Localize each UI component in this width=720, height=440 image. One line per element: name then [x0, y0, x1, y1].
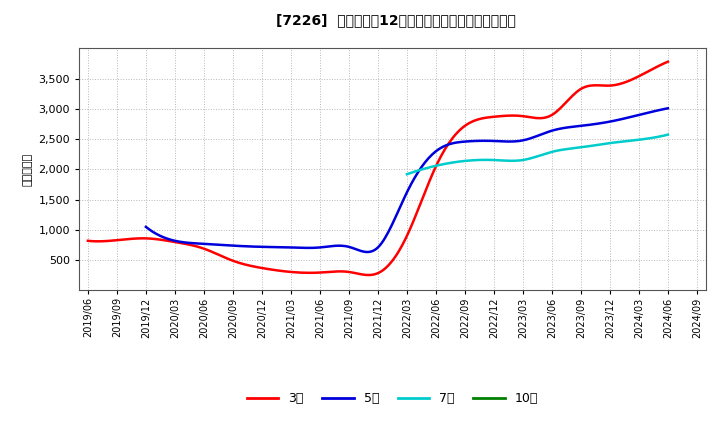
Legend: 3年, 5年, 7年, 10年: 3年, 5年, 7年, 10年 — [242, 387, 543, 410]
Line: 7年: 7年 — [407, 135, 668, 174]
3年 — [431, 165, 439, 171]
7年 — [557, 147, 566, 153]
3年 — [611, 82, 620, 88]
3年 — [575, 88, 583, 93]
3年 — [429, 170, 438, 175]
7年 — [403, 171, 412, 176]
7年 — [639, 136, 648, 142]
5年 — [583, 122, 592, 128]
5年 — [142, 224, 150, 230]
3年 — [84, 238, 92, 243]
5年 — [616, 117, 625, 122]
3年 — [441, 147, 449, 152]
5年 — [463, 139, 472, 144]
Line: 5年: 5年 — [146, 108, 668, 252]
5年 — [454, 139, 463, 145]
3年 — [664, 59, 672, 64]
7年 — [562, 147, 571, 152]
5年 — [452, 140, 461, 145]
3年 — [86, 238, 94, 244]
7年 — [664, 132, 672, 137]
Text: [7226]  当期純利益12か月移動合計の標準偏差の推移: [7226] 当期純利益12か月移動合計の標準偏差の推移 — [276, 13, 516, 27]
7年 — [402, 172, 411, 177]
3年 — [365, 272, 374, 278]
5年 — [143, 226, 152, 231]
Y-axis label: （百万円）: （百万円） — [23, 153, 33, 186]
Line: 3年: 3年 — [88, 62, 668, 275]
7年 — [623, 139, 631, 144]
5年 — [364, 249, 372, 255]
5年 — [664, 106, 672, 111]
7年 — [558, 147, 567, 152]
